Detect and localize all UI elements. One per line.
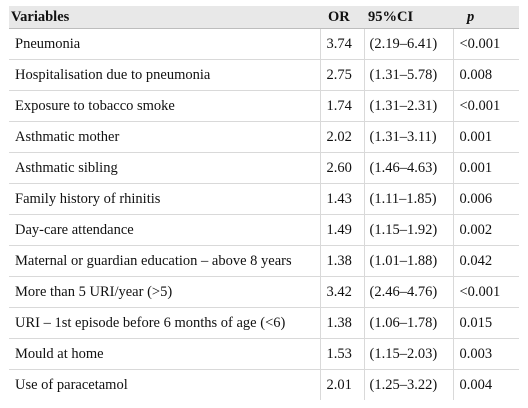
cell-p: 0.006	[453, 183, 519, 215]
cell-p: <0.001	[453, 276, 519, 308]
cell-ci: (2.19–6.41)	[364, 28, 454, 60]
cell-p: 0.015	[453, 307, 519, 339]
cell-ci: (1.01–1.88)	[364, 245, 454, 277]
table-row: Maternal or guardian education – above 8…	[9, 245, 519, 277]
cell-or: 2.02	[320, 121, 365, 153]
table-row: Asthmatic mother 2.02 (1.31–3.11) 0.001	[9, 121, 519, 153]
table-body: Pneumonia 3.74 (2.19–6.41) <0.001 Hospitalis…	[9, 28, 519, 400]
cell-ci: (1.11–1.85)	[364, 183, 454, 215]
cell-variable: Asthmatic mother	[9, 121, 321, 153]
cell-variable: Maternal or guardian education – above 8…	[9, 245, 321, 277]
table-row: Mould at home 1.53 (1.15–2.03) 0.003	[9, 338, 519, 370]
cell-p: 0.042	[453, 245, 519, 277]
header-variables: Variables	[9, 6, 320, 29]
table-row: URI – 1st episode before 6 months of age…	[9, 307, 519, 339]
cell-variable: Family history of rhinitis	[9, 183, 321, 215]
cell-ci: (1.46–4.63)	[364, 152, 454, 184]
table-row: Asthmatic sibling 2.60 (1.46–4.63) 0.001	[9, 152, 519, 184]
cell-or: 3.42	[320, 276, 365, 308]
cell-ci: (2.46–4.76)	[364, 276, 454, 308]
header-p: p	[453, 6, 519, 29]
table-row: Day-care attendance 1.49 (1.15–1.92) 0.002	[9, 214, 519, 246]
cell-ci: (1.06–1.78)	[364, 307, 454, 339]
cell-ci: (1.31–5.78)	[364, 59, 454, 91]
cell-ci: (1.25–3.22)	[364, 369, 454, 400]
table-row: Use of paracetamol 2.01 (1.25–3.22) 0.004	[9, 369, 519, 400]
cell-p: 0.004	[459, 376, 493, 393]
cell-p: 0.008	[453, 59, 519, 91]
cell-variable: More than 5 URI/year (>5)	[9, 276, 321, 308]
cell-or: 1.38	[320, 245, 365, 277]
cell-p: 0.003	[453, 338, 519, 370]
cell-p: 0.001	[453, 121, 519, 153]
table-row: Hospitalisation due to pneumonia 2.75 (1.3…	[9, 59, 519, 91]
cell-or: 2.60	[320, 152, 365, 184]
table-row: Exposure to tobacco smoke 1.74 (1.31–2.31)…	[9, 90, 519, 122]
cell-p: <0.001	[453, 90, 519, 122]
table-container: Variables OR 95%CI p Pneumonia 3.74 (2.19–…	[9, 6, 519, 400]
header-ci: 95%CI	[364, 6, 453, 29]
cell-or: 1.74	[320, 90, 365, 122]
cell-or: 3.74	[320, 28, 365, 60]
cell-variable: Day-care attendance	[9, 214, 321, 246]
header-row: Variables OR 95%CI p	[9, 6, 519, 29]
cell-variable: Use of paracetamol	[9, 369, 321, 400]
cell-or: 1.43	[320, 183, 365, 215]
cell-variable: Hospitalisation due to pneumonia	[9, 59, 321, 91]
table-row: Pneumonia 3.74 (2.19–6.41) <0.001	[9, 28, 519, 60]
cell-ci: (1.31–2.31)	[364, 90, 454, 122]
cell-variable: Mould at home	[9, 338, 321, 370]
table-row: Family history of rhinitis 1.43 (1.11–1.85…	[9, 183, 519, 215]
cell-variable: URI – 1st episode before 6 months of age…	[9, 307, 321, 339]
cell-ci: (1.15–2.03)	[364, 338, 454, 370]
cell-or: 2.75	[320, 59, 365, 91]
cell-p: <0.001	[453, 28, 519, 60]
cell-variable: Pneumonia	[9, 28, 321, 60]
table-row: More than 5 URI/year (>5) 3.42 (2.46–4.76)…	[9, 276, 519, 308]
odds-ratio-table: Variables OR 95%CI p Pneumonia 3.74 (2.19–…	[9, 6, 519, 400]
cell-variable: Exposure to tobacco smoke	[9, 90, 321, 122]
table-header: Variables OR 95%CI p	[9, 6, 519, 29]
header-or: OR	[320, 6, 364, 29]
cell-p: 0.002	[453, 214, 519, 246]
cell-p: 0.001	[453, 152, 519, 184]
cell-or: 1.53	[320, 338, 365, 370]
cell-ci: (1.31–3.11)	[364, 121, 454, 153]
cell-or: 2.01	[320, 369, 365, 400]
cell-variable: Asthmatic sibling	[9, 152, 321, 184]
cell-ci: (1.15–1.92)	[364, 214, 454, 246]
cell-or: 1.38	[320, 307, 365, 339]
cell-or: 1.49	[320, 214, 365, 246]
